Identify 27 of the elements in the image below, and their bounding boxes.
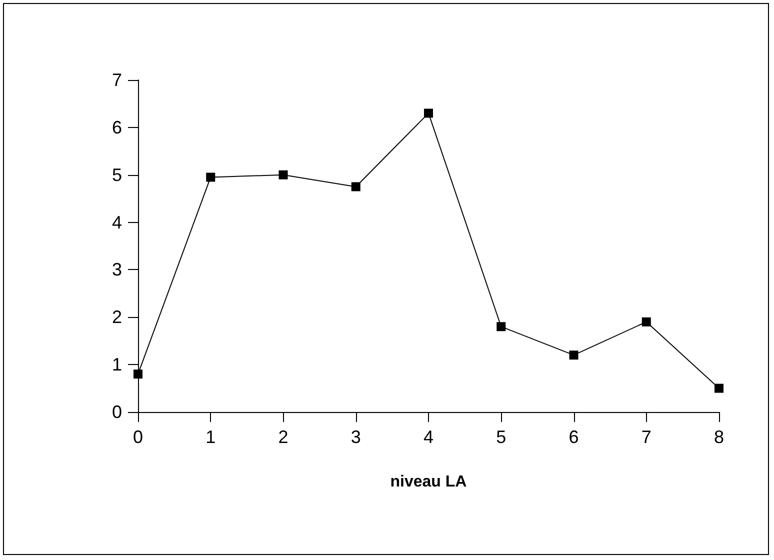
point — [424, 108, 433, 118]
x-tick-label: 1 — [206, 427, 216, 447]
x-tick-label: 3 — [350, 427, 361, 447]
x-tick-label: 5 — [496, 427, 506, 447]
y-tick-label: 7 — [112, 70, 122, 90]
x-tick-label: 8 — [714, 427, 724, 447]
y-tick-label: 4 — [112, 212, 122, 232]
point — [278, 170, 288, 180]
point — [351, 182, 360, 192]
x-tick-label: 2 — [278, 427, 288, 447]
point — [642, 317, 651, 326]
y-tick-label: 3 — [112, 260, 122, 280]
point — [569, 350, 578, 360]
y-tick-label: 5 — [112, 164, 122, 185]
x-tick-label: 7 — [641, 427, 652, 447]
y-tick-label: 6 — [112, 117, 122, 138]
point — [714, 384, 724, 393]
y-tick-label: 1 — [112, 354, 122, 375]
point — [134, 370, 142, 379]
x-tick-label: 4 — [423, 427, 434, 447]
x-tick-label: 6 — [568, 427, 579, 447]
x-tick-label: 0 — [132, 427, 144, 447]
point — [496, 322, 506, 332]
y-tick-label: 0 — [112, 402, 122, 422]
point — [206, 172, 216, 182]
y-tick-label: 2 — [112, 307, 122, 328]
x-axis-title: niveau LA — [390, 474, 468, 490]
